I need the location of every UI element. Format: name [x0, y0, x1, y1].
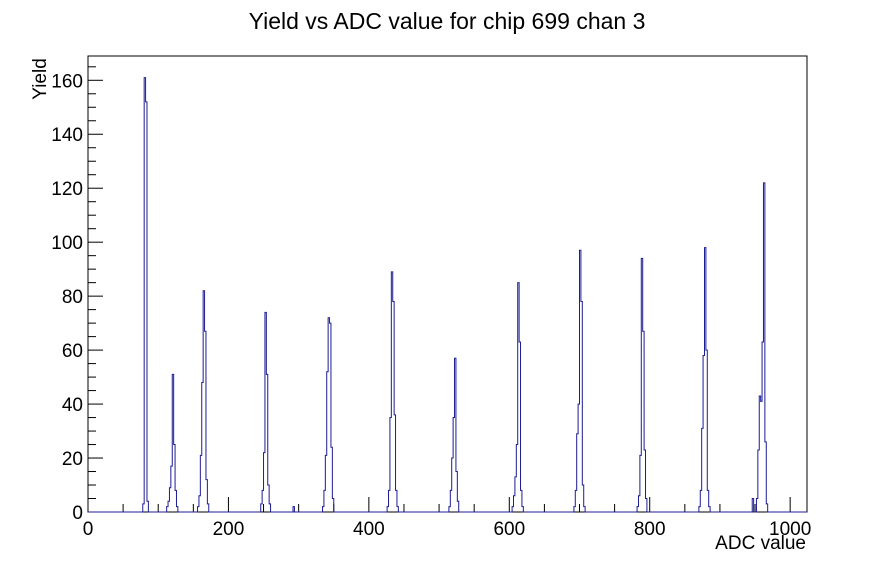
y-tick-label: 20	[62, 449, 83, 470]
x-tick-label: 200	[213, 519, 245, 540]
x-axis-title: ADC value	[715, 533, 806, 554]
chart-title: Yield vs ADC value for chip 699 chan 3	[249, 8, 646, 34]
y-tick-label: 80	[62, 287, 83, 308]
x-tick-label: 1000	[769, 519, 811, 540]
x-tick-label: 400	[353, 519, 385, 540]
axis-ticks	[87, 66, 791, 513]
y-tick-label: 160	[51, 71, 83, 92]
x-tick-label: 0	[83, 519, 94, 540]
y-tick-label: 60	[62, 341, 83, 362]
histogram-line	[88, 77, 807, 513]
x-tick-label: 600	[493, 519, 525, 540]
axis-tick-labels: 0 200 400 600 800 1000 0 20 40 60 80 100 120 140 160	[51, 71, 811, 540]
y-tick-label: 0	[72, 503, 83, 524]
y-tick-label: 140	[51, 125, 83, 146]
y-tick-label: 120	[51, 179, 83, 200]
y-axis-title: Yield	[30, 58, 51, 100]
plot-frame	[87, 55, 808, 513]
y-tick-label: 100	[51, 233, 83, 254]
y-tick-label: 40	[62, 395, 83, 416]
x-tick-label: 800	[634, 519, 666, 540]
